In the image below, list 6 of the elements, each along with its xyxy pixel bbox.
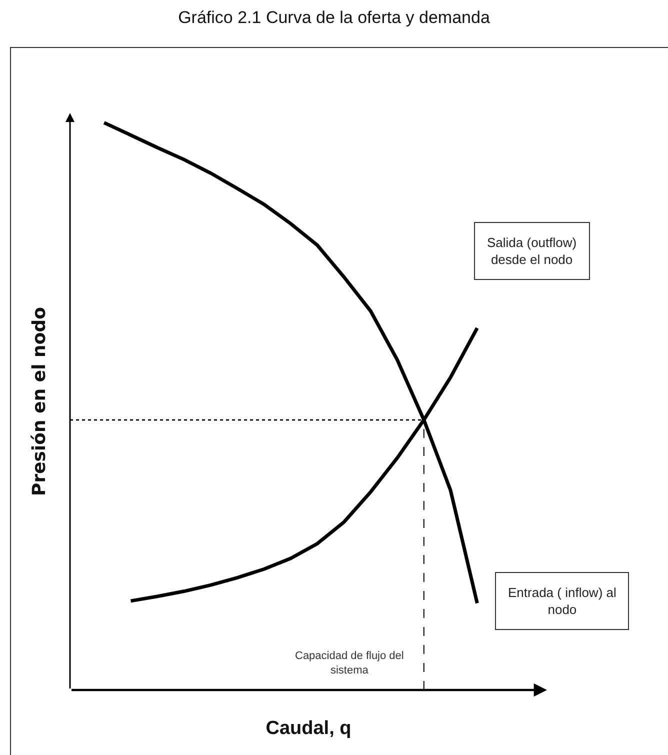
chart-title: Gráfico 2.1 Curva de la oferta y demanda	[178, 8, 490, 28]
annotation: Capacidad de flujo del sistema	[295, 650, 404, 676]
x-axis-title: Caudal, q	[266, 718, 352, 739]
y-axis-title: Presión en el nodo	[29, 307, 50, 496]
text: Salida (outflow) desde el nodo	[487, 235, 577, 267]
text: Entrada ( inflow) al nodo	[508, 585, 616, 617]
